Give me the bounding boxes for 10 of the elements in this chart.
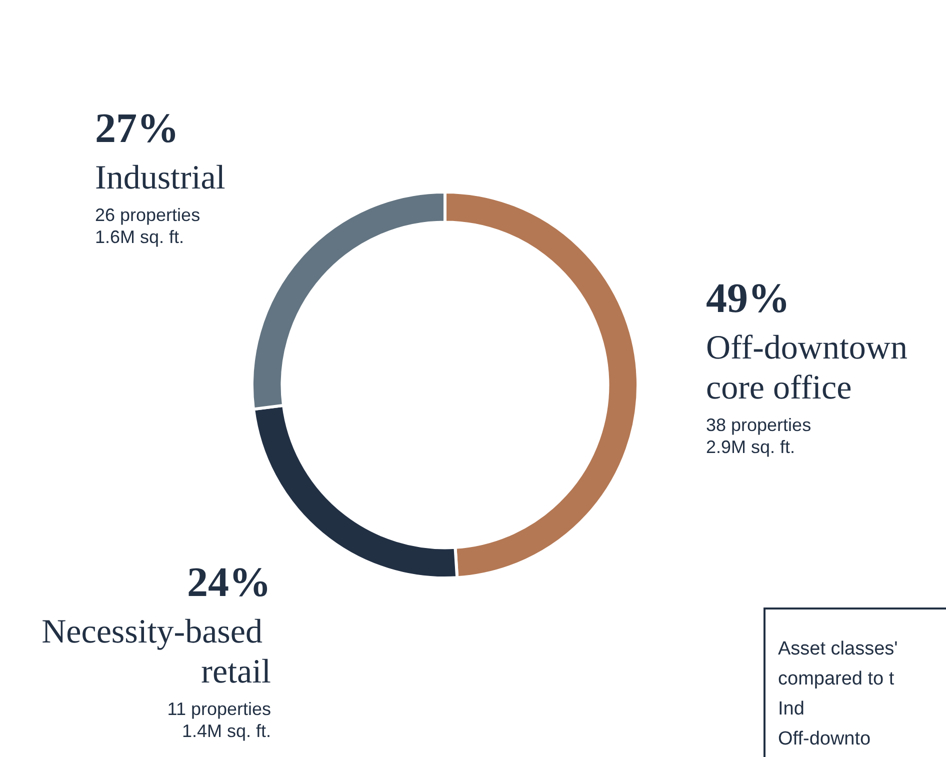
slice-label: Industrial: [95, 160, 226, 196]
slice-label: Necessity-based retail: [42, 614, 271, 690]
data-label: 24%: [187, 560, 271, 606]
text: Asset classes' compared to t Ind Off-downto: [778, 638, 898, 750]
text: 26 properties 1.6M sq. ft.: [95, 205, 200, 247]
data-label: 49%: [706, 276, 790, 322]
text: 11 properties 1.4M sq. ft.: [167, 699, 271, 741]
data-label: 27%: [95, 106, 179, 152]
slice-label: Off-downtown core office: [706, 330, 916, 406]
text: 38 properties 2.9M sq. ft.: [706, 415, 812, 457]
